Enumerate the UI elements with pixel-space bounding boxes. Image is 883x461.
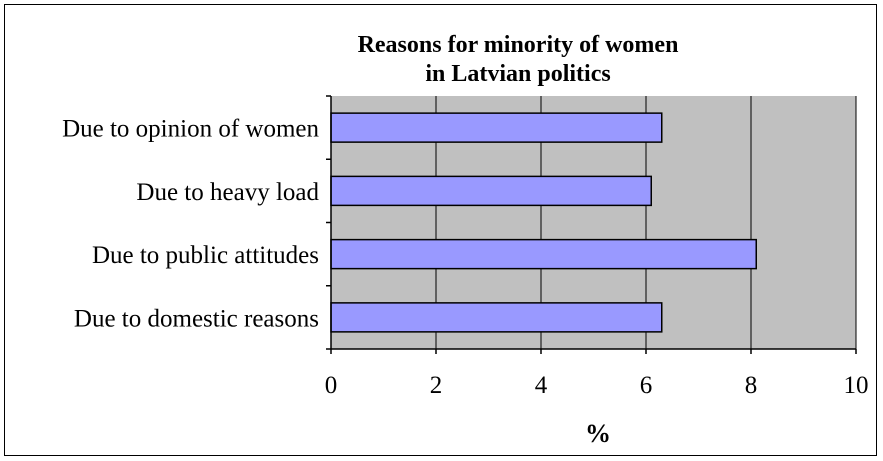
x-tick-label: 10 — [844, 372, 869, 399]
x-tick-label: 0 — [325, 372, 338, 399]
category-label: Due to heavy load — [136, 179, 319, 206]
x-tick-label: 4 — [535, 372, 548, 399]
x-tick-label: 2 — [430, 372, 443, 399]
axes — [326, 95, 857, 354]
chart-title-line-2: in Latvian politics — [425, 61, 610, 87]
chart-title-line-1: Reasons for minority of women — [358, 32, 679, 58]
category-label: Due to public attitudes — [92, 242, 319, 269]
x-tick-label: 8 — [745, 372, 758, 399]
bar — [330, 175, 652, 207]
bar — [330, 112, 663, 143]
x-tick-labels: 0 2 4 6 8 10 — [325, 372, 869, 399]
bar — [330, 238, 757, 270]
category-labels: Due to opinion of women Due to heavy load… — [62, 116, 319, 333]
category-label: Due to domestic reasons — [74, 305, 319, 332]
bars — [330, 112, 757, 333]
x-tick-label: 6 — [640, 372, 653, 399]
category-label: Due to opinion of women — [62, 116, 319, 143]
bar — [330, 302, 663, 333]
x-axis-label: % — [585, 419, 611, 448]
